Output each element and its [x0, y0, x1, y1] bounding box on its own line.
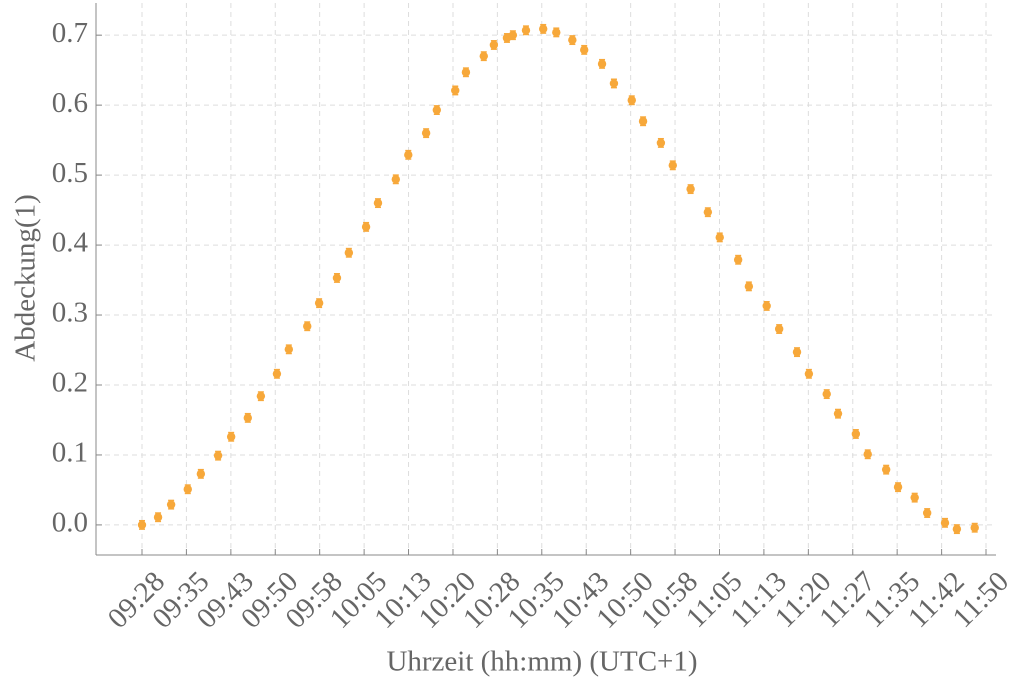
data-point: [391, 175, 401, 184]
data-point: [461, 68, 471, 77]
data-point: [314, 298, 324, 308]
y-tick-label: 0.2: [52, 367, 88, 399]
data-point: [479, 51, 488, 61]
data-point: [833, 409, 843, 418]
data-point: [226, 432, 236, 441]
data-point: [568, 35, 577, 45]
data-point: [952, 524, 962, 534]
data-point: [256, 391, 266, 401]
data-point: [638, 117, 648, 126]
data-point: [703, 207, 713, 217]
y-tick-label: 0.0: [52, 507, 88, 539]
data-point: [822, 389, 831, 399]
data-point: [508, 30, 518, 40]
y-tick-label: 0.5: [52, 157, 88, 189]
data-point: [432, 105, 442, 115]
data-point: [940, 518, 950, 528]
data-point: [284, 345, 294, 354]
data-point: [597, 59, 607, 69]
data-point: [539, 24, 548, 34]
data-point: [373, 198, 383, 208]
data-point: [489, 40, 499, 50]
data-point: [451, 86, 460, 95]
data-point: [686, 184, 695, 194]
y-axis-label: Abdeckung(1): [10, 194, 42, 362]
data-point: [970, 523, 979, 532]
data-point: [893, 482, 903, 492]
data-point: [609, 79, 619, 88]
data-point: [774, 324, 784, 334]
data-point: [243, 413, 253, 423]
data-point: [303, 322, 312, 331]
data-point: [552, 28, 561, 37]
data-point: [881, 465, 891, 474]
data-point: [272, 369, 282, 378]
data-point: [361, 222, 371, 232]
y-tick-label: 0.4: [52, 227, 89, 259]
data-point: [656, 138, 666, 148]
data-point: [744, 282, 754, 291]
y-tick-label: 0.6: [52, 87, 88, 119]
y-tick-label: 0.1: [52, 437, 88, 469]
data-point: [166, 500, 176, 509]
y-tick-label: 0.7: [52, 17, 88, 49]
data-point: [733, 255, 743, 264]
data-point: [715, 233, 724, 242]
data-point: [521, 26, 531, 35]
data-point: [922, 508, 932, 518]
data-point: [153, 513, 163, 522]
data-point: [910, 493, 919, 502]
data-point: [668, 161, 677, 170]
data-point: [213, 451, 223, 460]
data-point: [762, 301, 771, 311]
data-point: [792, 347, 802, 357]
data-point: [627, 96, 636, 105]
data-point: [421, 128, 431, 138]
data-point: [344, 248, 354, 257]
data-point: [196, 469, 206, 479]
x-axis-label: Uhrzeit (hh:mm) (UTC+1): [386, 646, 697, 678]
data-point: [183, 485, 192, 494]
data-point: [851, 429, 861, 439]
data-point: [137, 520, 147, 530]
data-point: [580, 45, 589, 55]
data-point: [404, 150, 413, 160]
data-point: [804, 369, 814, 378]
y-tick-label: 0.3: [52, 297, 88, 329]
data-point: [332, 273, 342, 283]
data-point: [863, 450, 872, 459]
